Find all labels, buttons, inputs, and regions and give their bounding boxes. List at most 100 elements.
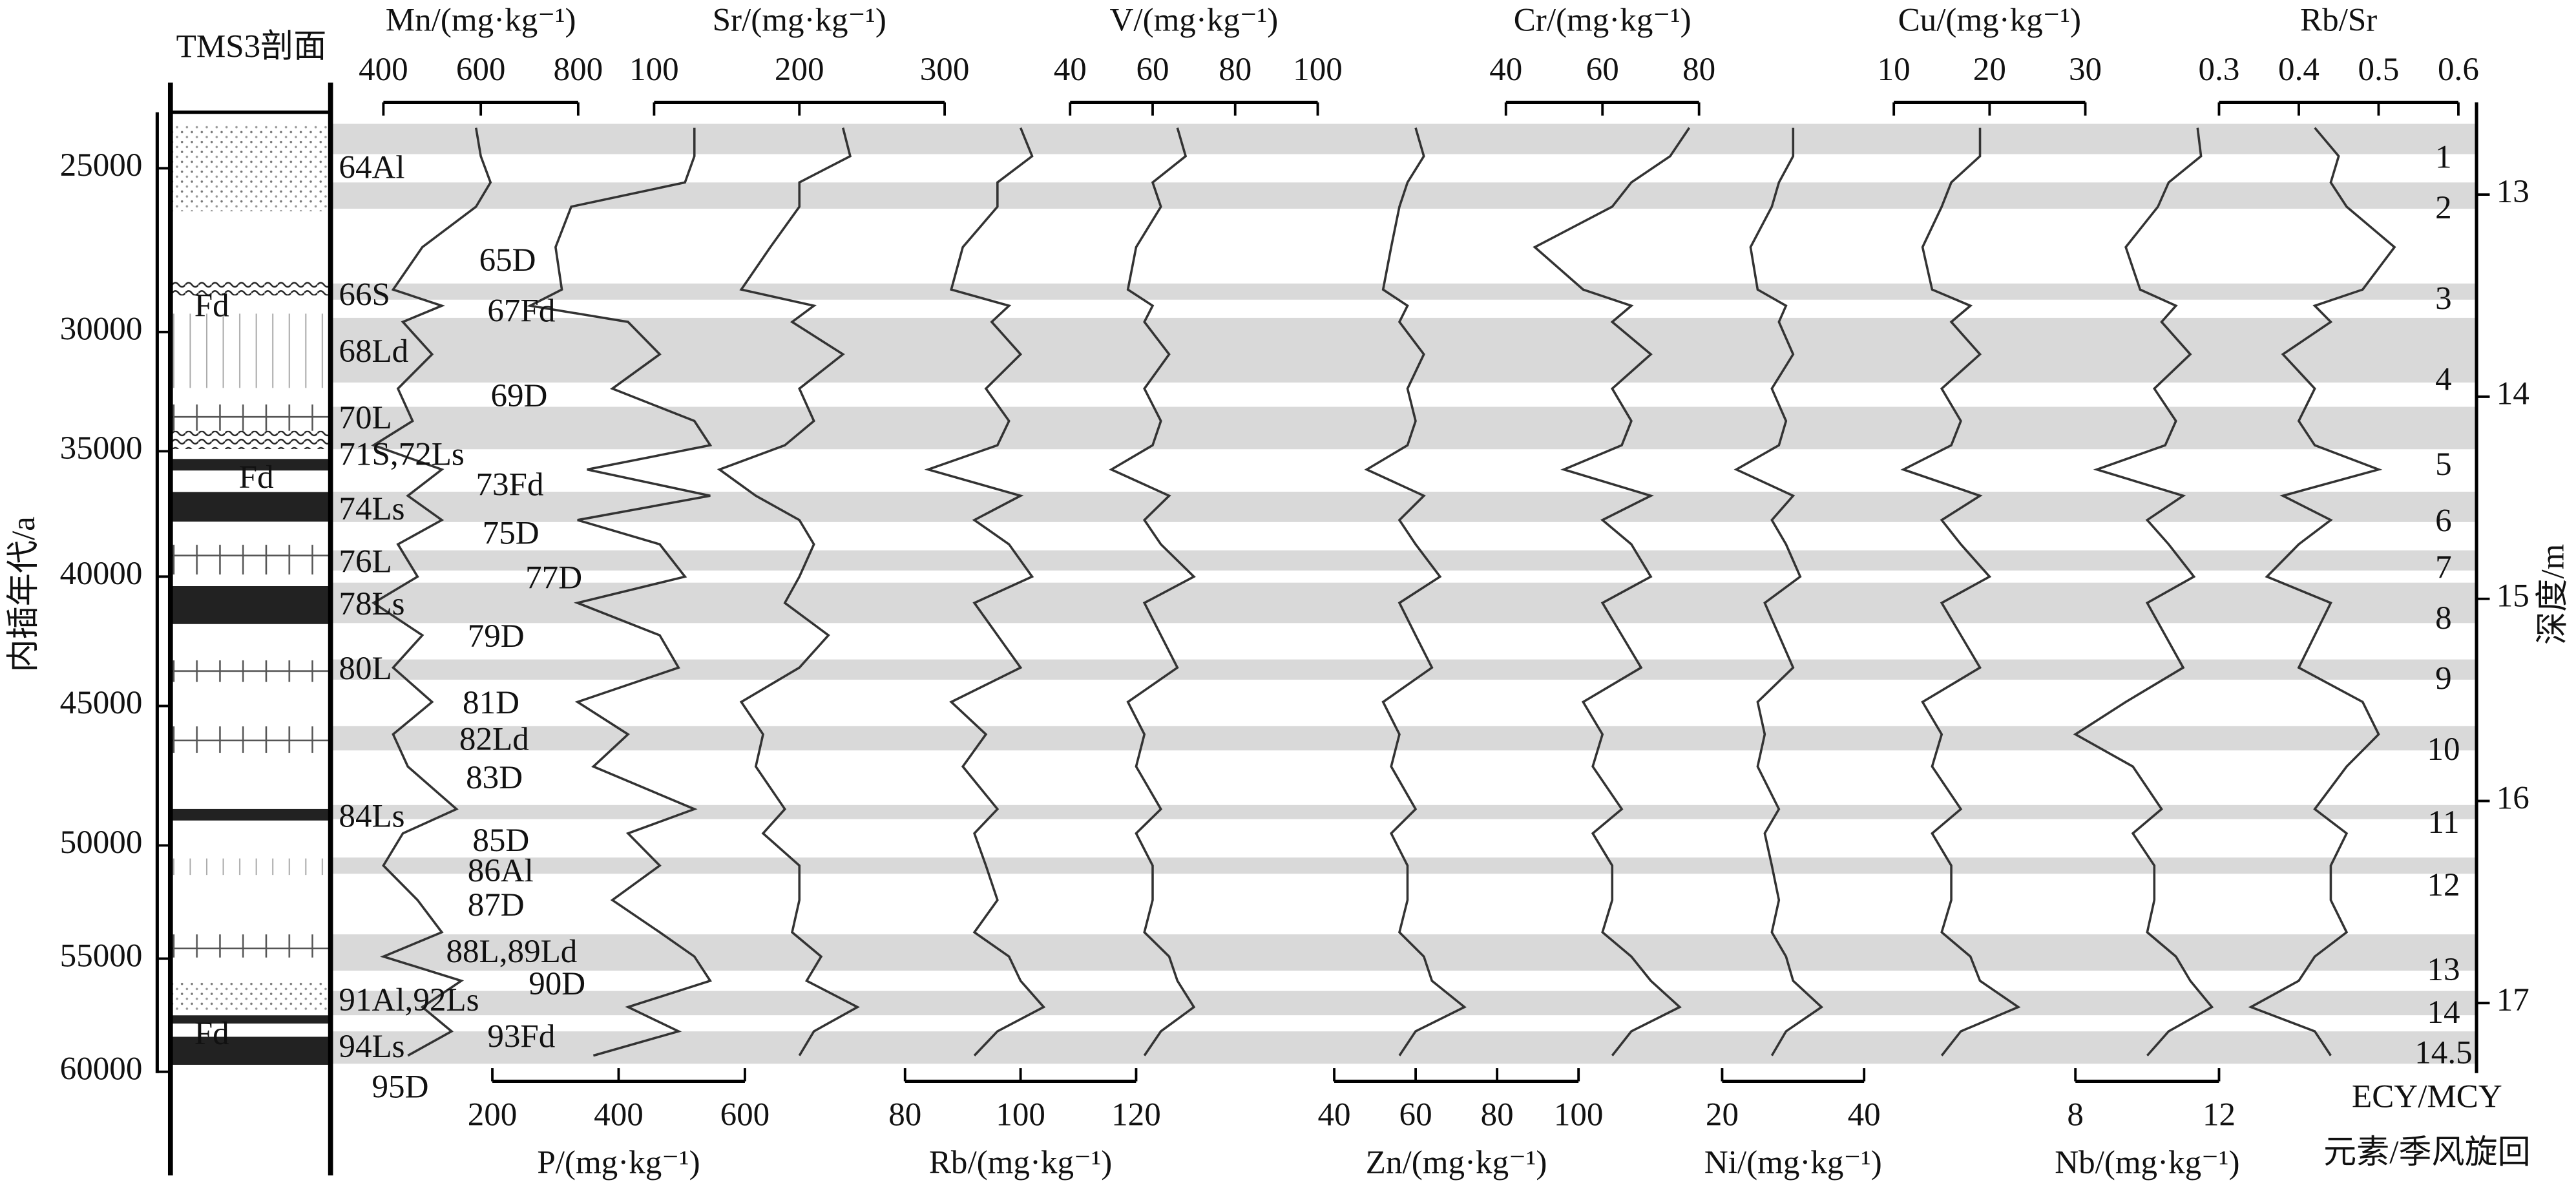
scale-tick-label: 100: [996, 1096, 1045, 1133]
section-title: TMS3剖面: [176, 28, 327, 65]
age-tick-label: 35000: [60, 430, 143, 467]
scale-title: Cu/(mg·kg⁻¹): [1898, 1, 2081, 38]
scale-tick-label: 60: [1586, 51, 1619, 88]
layer-label: 93Fd: [487, 1018, 555, 1055]
layer-label: 66S: [339, 276, 390, 313]
scale-tick-label: 40: [1317, 1096, 1350, 1133]
scale-tick-label: 120: [1111, 1096, 1161, 1133]
profile-line: [526, 127, 713, 1057]
shaded-interval: [330, 283, 2477, 300]
layer-label: 87D: [468, 887, 525, 923]
scale-tick-label: 30: [2069, 51, 2102, 88]
scale-title: Mn/(mg·kg⁻¹): [386, 1, 576, 38]
shaded-intervals: [330, 123, 2477, 1064]
scale-tick-label: 60: [1136, 51, 1169, 88]
layer-label: 84Ls: [339, 797, 404, 834]
layer-label: 90D: [529, 965, 585, 1002]
layer-fill: [172, 280, 331, 296]
layer-label: 85D: [472, 822, 529, 859]
layer-fill: [172, 313, 331, 388]
cycle-label: 1: [2435, 139, 2452, 176]
cycle-label: 13: [2427, 951, 2460, 988]
layer-label: 91Al,92Ls: [339, 982, 479, 1018]
depth-tick-label: 15: [2497, 577, 2529, 614]
cycle-label: 8: [2435, 600, 2452, 636]
layer-label: 70L: [339, 399, 392, 436]
scale-tick-label: 200: [468, 1096, 518, 1133]
layer-label: 76L: [339, 543, 392, 580]
layer-label: 79D: [468, 618, 525, 655]
layer-label: 75D: [483, 514, 539, 551]
scale-title: Sr/(mg·kg⁻¹): [713, 1, 886, 38]
shaded-interval: [330, 582, 2477, 624]
layer-fill: [172, 586, 331, 624]
cycle-label: 11: [2427, 804, 2459, 841]
layer-label: 82Ld: [459, 721, 529, 758]
depth-tick-label: 14: [2497, 375, 2529, 412]
cycle-label: 6: [2435, 503, 2452, 540]
scale-title: Rb/Sr: [2300, 1, 2377, 38]
cycle-label: 14: [2427, 994, 2460, 1031]
scale-tick-label: 40: [1054, 51, 1087, 88]
layer-label: 81D: [463, 684, 519, 721]
profile-line: [1364, 127, 1467, 1056]
profile-line: [371, 127, 492, 1057]
scale-tick-label: 20: [1706, 1096, 1739, 1133]
shaded-interval: [330, 726, 2477, 751]
shaded-interval: [330, 659, 2477, 680]
layer-label: 88L,89Ld: [446, 933, 577, 970]
layer-label: 77D: [525, 559, 582, 596]
scale-tick-label: 200: [775, 51, 824, 88]
scale-tick-label: 0.6: [2438, 51, 2479, 88]
layer-label: 80L: [339, 650, 392, 687]
scale-title: Cr/(mg·kg⁻¹): [1514, 1, 1691, 38]
scale-tick-label: 40: [1848, 1096, 1881, 1133]
layer-fill: [172, 404, 331, 431]
age-tick-label: 60000: [60, 1050, 143, 1087]
profile-line: [2073, 127, 2214, 1056]
scale-tick-label: 100: [1554, 1096, 1604, 1133]
scale-tick-label: 600: [720, 1096, 770, 1133]
layer-label: 78Ls: [339, 585, 404, 622]
profile-line: [1533, 127, 1691, 1056]
layer-label: 65D: [479, 242, 536, 278]
layer-label: 67Fd: [487, 292, 555, 329]
scale-title: P/(mg·kg⁻¹): [537, 1144, 700, 1181]
age-tick-label: 25000: [60, 147, 143, 184]
profile-line: [1733, 127, 1824, 1056]
layer-label: 68Ld: [339, 333, 408, 370]
scale-tick-label: 0.3: [2199, 51, 2240, 88]
layer-fill: [172, 858, 331, 876]
facies-label: Fd: [194, 1015, 229, 1052]
layer-fill: [172, 934, 331, 958]
scale-tick-label: 100: [629, 51, 679, 88]
age-tick-label: 45000: [60, 684, 143, 721]
cycle-label: 12: [2427, 867, 2460, 903]
scale-tick-label: 12: [2203, 1096, 2236, 1133]
scale-tick-label: 80: [1682, 51, 1715, 88]
cycle-label: 9: [2435, 660, 2452, 697]
layer-fill: [172, 123, 331, 212]
scale-tick-label: 400: [594, 1096, 644, 1133]
cycle-label: 5: [2435, 446, 2452, 483]
scale-tick-label: 40: [1489, 51, 1522, 88]
layer-fill: [172, 430, 331, 449]
scale-tick-label: 600: [456, 51, 506, 88]
shaded-interval: [330, 406, 2477, 450]
cycle-label: 2: [2435, 189, 2452, 226]
layer-label: 73Fd: [476, 466, 543, 503]
facies-label: Fd: [239, 459, 274, 496]
profile-line: [1900, 127, 2021, 1056]
layer-fill: [172, 1015, 331, 1024]
depth-tick-label: 13: [2497, 173, 2529, 210]
age-axis-title: 内插年代/a: [5, 516, 42, 672]
layer-label: 86Al: [468, 852, 534, 889]
cycle-label: 7: [2435, 549, 2452, 586]
layer-label: 83D: [466, 759, 523, 796]
layer-fill: [172, 982, 331, 1011]
scale-tick-label: 100: [1293, 51, 1343, 88]
scale-tick-label: 10: [1878, 51, 1911, 88]
shaded-interval: [330, 550, 2477, 571]
profile-line: [717, 127, 860, 1056]
